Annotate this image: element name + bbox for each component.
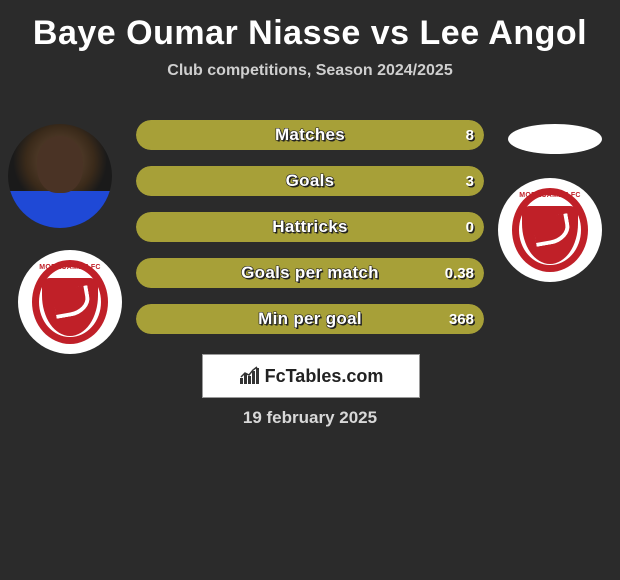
page-subtitle: Club competitions, Season 2024/2025: [0, 62, 620, 80]
player-right-avatar: [508, 124, 602, 154]
stat-bar-row: Matches8: [136, 120, 484, 150]
player-left-jersey: [8, 191, 112, 228]
bar-chart-icon: [239, 366, 261, 386]
brand-text: FcTables.com: [265, 366, 384, 387]
page-title: Baye Oumar Niasse vs Lee Angol: [0, 14, 620, 53]
crest-ring-text: MORECAMBE FC: [32, 264, 108, 271]
stat-bar-label: Min per goal: [136, 304, 484, 334]
crest-ring-text: MORECAMBE FC: [512, 192, 588, 199]
stat-bar-label: Matches: [136, 120, 484, 150]
stat-bar-right-value: 368: [449, 304, 474, 334]
stat-bar-row: Goals per match0.38: [136, 258, 484, 288]
stat-bar-label: Goals: [136, 166, 484, 196]
brand-box: FcTables.com: [202, 354, 420, 398]
stat-bar-row: Goals3: [136, 166, 484, 196]
stat-bars: Matches8Goals3Hattricks0Goals per match0…: [136, 120, 484, 350]
stat-bar-row: Min per goal368: [136, 304, 484, 334]
snapshot-date: 19 february 2025: [0, 408, 620, 428]
stat-bar-right-value: 0: [466, 212, 474, 242]
player-left-club-crest: MORECAMBE FC: [18, 250, 122, 354]
player-right-club-crest: MORECAMBE FC: [498, 178, 602, 282]
stat-bar-label: Hattricks: [136, 212, 484, 242]
stat-bar-right-value: 3: [466, 166, 474, 196]
player-left-avatar: [8, 124, 112, 228]
stat-bar-right-value: 0.38: [445, 258, 474, 288]
stat-bar-label: Goals per match: [136, 258, 484, 288]
stat-bar-row: Hattricks0: [136, 212, 484, 242]
player-left-head: [37, 136, 83, 192]
stat-bar-right-value: 8: [466, 120, 474, 150]
